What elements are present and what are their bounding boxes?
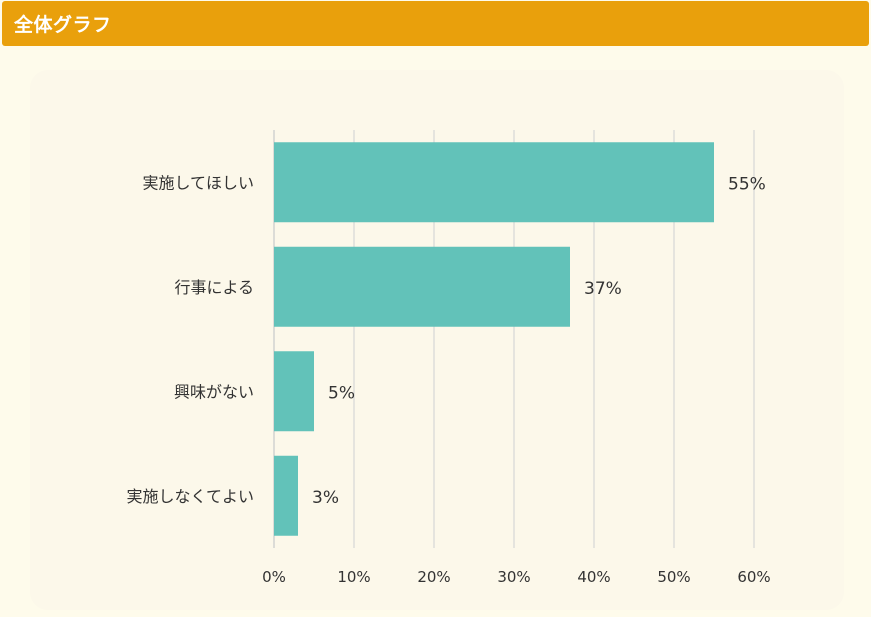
- value-label: 5%: [328, 383, 355, 403]
- bar: [274, 246, 570, 327]
- page-title: 全体グラフ: [14, 14, 112, 36]
- bar: [274, 142, 714, 223]
- x-tick-label: 10%: [337, 568, 370, 586]
- x-tick-label: 50%: [657, 568, 690, 586]
- category-label: 行事による: [174, 278, 254, 297]
- category-label: 興味がない: [174, 382, 254, 401]
- x-tick-label: 60%: [737, 568, 770, 586]
- header-bar: 全体グラフ: [2, 1, 869, 46]
- x-tick-label: 0%: [262, 568, 286, 586]
- value-label: 37%: [584, 279, 622, 299]
- bar: [274, 455, 298, 536]
- x-tick-label: 40%: [577, 568, 610, 586]
- value-label: 55%: [728, 174, 766, 194]
- x-tick-label: 20%: [417, 568, 450, 586]
- category-label: 実施してほしい: [142, 173, 254, 192]
- value-label: 3%: [312, 488, 339, 508]
- category-label: 実施しなくてよい: [126, 487, 254, 506]
- bar: [274, 351, 314, 432]
- x-tick-label: 30%: [497, 568, 530, 586]
